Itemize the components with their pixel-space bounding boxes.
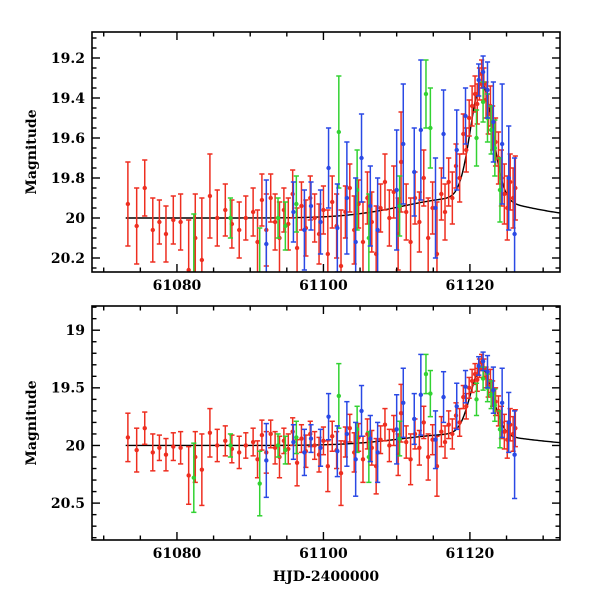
- x-axis-title: HJD-2400000: [273, 569, 380, 585]
- y-tick-label: 19.4: [51, 91, 85, 107]
- y-tick-label: 19.6: [51, 131, 85, 147]
- y-tick-label: 19.5: [51, 381, 85, 397]
- y-tick-label: 20.5: [51, 496, 85, 512]
- series-blue-top: [263, 55, 518, 272]
- x-tick-label: 61120: [446, 278, 495, 294]
- y-tick-label: 19.2: [51, 51, 85, 67]
- x-tick-label: 61100: [299, 278, 348, 294]
- y-tick-label: 20: [66, 211, 86, 227]
- panel-bottom: 19 19.5 20 20.5 61080 61100 61120 Magnitude: [24, 305, 561, 562]
- y-tick-label: 20: [66, 438, 86, 454]
- x-tick-label: 61080: [153, 546, 202, 562]
- x-tick-label: 61080: [153, 278, 202, 294]
- y-tick-label: 19: [66, 323, 85, 339]
- ticks-bottom: [92, 306, 560, 540]
- y-axis-title-top: Magnitude: [24, 109, 40, 194]
- ticks-top: [92, 32, 560, 272]
- y-tick-label: 19.8: [51, 171, 85, 187]
- y-axis-title-bottom: Magnitude: [24, 380, 40, 465]
- x-tick-label: 61120: [446, 546, 495, 562]
- x-tick-label: 61100: [299, 546, 348, 562]
- panel-frame-top: [91, 31, 561, 273]
- y-tick-label: 20.2: [51, 251, 85, 267]
- panel-top: 19.2 19.4 19.6 19.8 20 20.2 61080 61100 61120 Mag…: [24, 31, 561, 294]
- panel-frame-bottom: [91, 305, 561, 541]
- series-blue-bottom: [263, 351, 518, 500]
